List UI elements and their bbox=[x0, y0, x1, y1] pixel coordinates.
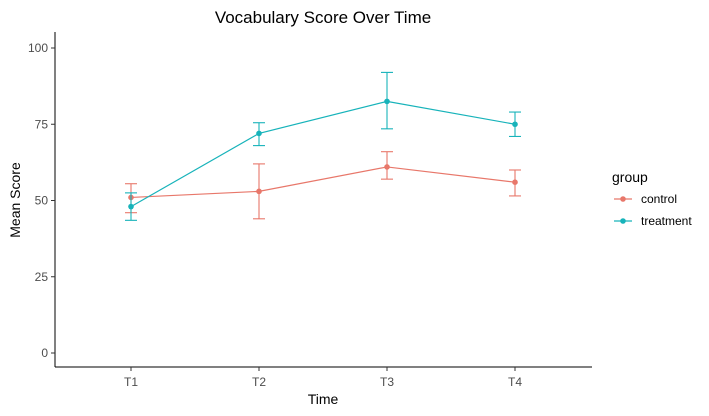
x-tick-label: T1 bbox=[124, 375, 138, 389]
x-tick-label: T2 bbox=[252, 375, 266, 389]
data-point bbox=[384, 164, 390, 170]
y-tick-label: 0 bbox=[41, 346, 48, 360]
data-point bbox=[256, 188, 262, 195]
series-line-treatment bbox=[130, 100, 516, 208]
series-line-control bbox=[130, 166, 516, 199]
x-tick-label: T4 bbox=[508, 375, 522, 389]
y-tick-label: 75 bbox=[35, 117, 49, 131]
legend-items: control treatment bbox=[614, 192, 692, 228]
y-tick-label: 50 bbox=[35, 194, 49, 208]
legend-key-point bbox=[620, 218, 626, 224]
data-point bbox=[128, 203, 134, 210]
y-tick-label: 100 bbox=[28, 41, 48, 55]
data-point bbox=[512, 121, 518, 128]
axes bbox=[54, 32, 592, 368]
y-axis-label: Mean Score bbox=[7, 162, 23, 238]
y-ticks: 0 25 50 75 100 bbox=[28, 41, 55, 360]
legend-key-point bbox=[620, 196, 626, 202]
x-ticks: T1 T2 T3 T4 bbox=[124, 367, 522, 389]
data-point bbox=[512, 179, 518, 185]
chart-title: Vocabulary Score Over Time bbox=[215, 8, 431, 27]
legend-label: control bbox=[641, 192, 677, 206]
x-axis-label: Time bbox=[308, 391, 339, 407]
legend-title: group bbox=[612, 169, 648, 185]
legend: group control treatment bbox=[612, 169, 692, 228]
data-point bbox=[256, 130, 262, 137]
series-treatment bbox=[125, 71, 521, 221]
series-layer bbox=[125, 71, 521, 221]
legend-item-treatment: treatment bbox=[614, 214, 692, 228]
legend-item-control: control bbox=[614, 192, 677, 206]
x-tick-label: T3 bbox=[380, 375, 394, 389]
data-point bbox=[384, 98, 390, 105]
legend-label: treatment bbox=[641, 214, 692, 228]
y-tick-label: 25 bbox=[35, 270, 49, 284]
